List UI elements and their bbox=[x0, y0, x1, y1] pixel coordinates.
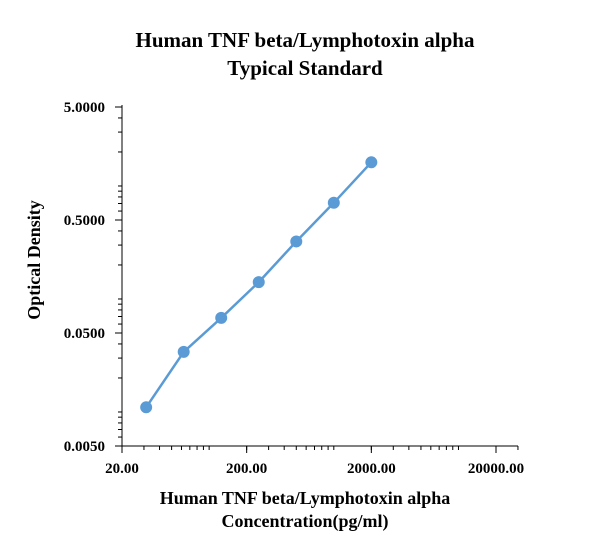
data-point bbox=[252, 276, 265, 289]
series-layer bbox=[140, 156, 378, 414]
y-tick-label: 0.5000 bbox=[64, 213, 105, 229]
ticks: 20.00 200.00 2000.00 20000.00 0.0050 0.0500 0.… bbox=[64, 100, 524, 477]
x-axis-label-line-2: Concentration(pg/ml) bbox=[221, 511, 389, 531]
x-axis-label-line-1: Human TNF beta/Lymphotoxin alpha bbox=[159, 488, 451, 508]
chart-title-line-1: Human TNF beta/Lymphotoxin alpha bbox=[135, 28, 475, 52]
x-tick-label: 2000.00 bbox=[347, 461, 396, 477]
data-point bbox=[365, 156, 378, 169]
data-point bbox=[177, 345, 190, 358]
x-tick-label: 200.00 bbox=[226, 461, 267, 477]
axes bbox=[121, 105, 518, 447]
data-point bbox=[327, 196, 340, 209]
y-tick-label: 5.0000 bbox=[64, 100, 105, 116]
data-point bbox=[290, 235, 303, 248]
y-axis-label: Optical Density bbox=[24, 200, 44, 320]
x-tick-label: 20.00 bbox=[105, 461, 139, 477]
chart-title-line-2: Typical Standard bbox=[227, 56, 383, 80]
data-point bbox=[215, 311, 228, 324]
y-tick-label: 0.0050 bbox=[64, 439, 105, 455]
x-tick-label: 20000.00 bbox=[468, 461, 524, 477]
y-tick-label: 0.0500 bbox=[64, 326, 105, 342]
data-point bbox=[140, 401, 153, 414]
